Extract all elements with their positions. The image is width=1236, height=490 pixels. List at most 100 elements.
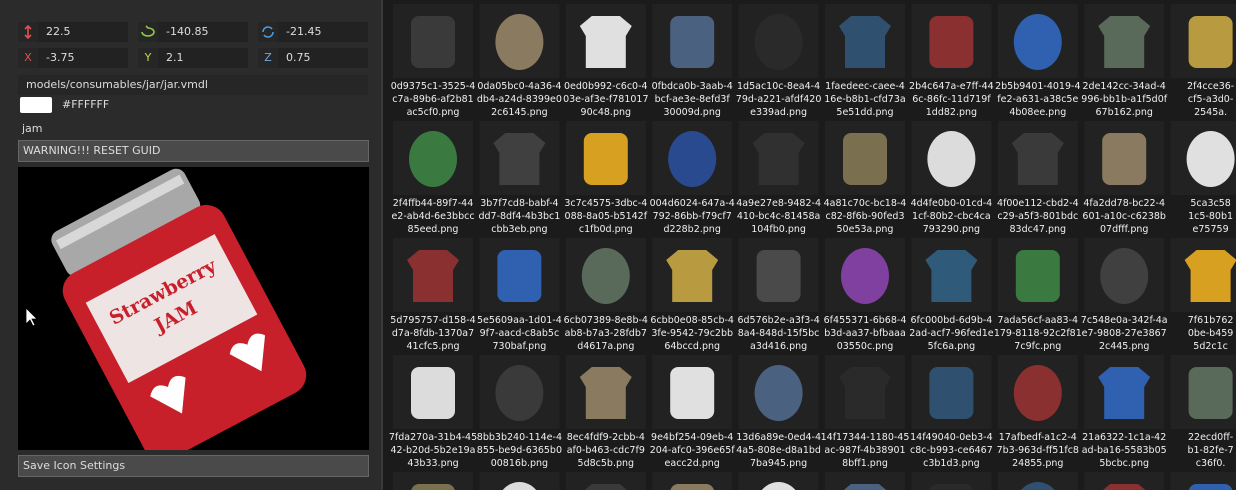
file-name: 5d795757-d158-4 [390, 315, 475, 326]
file-tile[interactable]: 0fbdca0b-3aab-4 bcf-ae3e-8efd3f 30009d.png [652, 4, 733, 118]
field[interactable]: 2.1 [158, 48, 248, 68]
file-tile[interactable]: 1faedeec-caee-4 16e-b8b1-cfd73a 5e51dd.png [824, 4, 906, 118]
file-tile[interactable]: 4fa2dd78-bc22-4 601-a10c-c6238b 07dfff.png [1082, 121, 1166, 235]
file-tile[interactable]: 13d6a89e-0ed4-4 4a5-808e-d8a1bd 7ba945.png [736, 355, 821, 469]
file-tile[interactable]: 14f49040-0eb3-4 c8c-b993-ce6467 c3b1d3.png [910, 355, 993, 469]
file-tile[interactable]: 14f17344-1180-45 ac-987f-4b38901 8bff1.png [821, 355, 910, 469]
file-name: 07dfff.png [1100, 224, 1148, 235]
icon [668, 131, 717, 187]
file-name: 6d576b2e-a3f3-4 [737, 315, 819, 326]
model-path[interactable]: models/consumables/jar/jar.vmdl [18, 75, 368, 95]
file-name: 14f17344-1180-45 [821, 432, 910, 443]
color-swatch[interactable] [20, 97, 52, 113]
file-tile[interactable] [1084, 472, 1165, 490]
file-tile[interactable] [393, 472, 473, 490]
file-name: 2f4ffb44-89f7-44 [393, 198, 474, 209]
file-tile[interactable]: 6d576b2e-a3f3-4 8a4-848d-15f5bc a3d416.png [737, 238, 820, 352]
file-name: 42-b20d-5b2e19a [391, 445, 476, 456]
field[interactable]: 22.5 [38, 22, 128, 42]
file-name: 67b162.png [1096, 107, 1153, 118]
file-tile[interactable] [479, 472, 560, 490]
file-tile[interactable]: 2f4ffb44-89f7-44 e2-ab4d-6e3bbcc 85eed.png [391, 121, 475, 235]
file-name: 104fb0.png [751, 224, 806, 235]
file-tile[interactable]: 3c7c4575-3dbc-4 088-8a05-b5142f c1fb0d.png [564, 121, 648, 235]
file-name: 1dd82.png [926, 107, 977, 118]
file-name: d4617a.png [577, 341, 634, 352]
file-tile[interactable]: 8ec4fdf9-2cbb-4 af0-b463-cdc7f9 5d8c5b.png [565, 355, 646, 469]
file-name: 8ec4fdf9-2cbb-4 [567, 432, 645, 443]
file-tile[interactable]: 6fc000bd-6d9b-4 2ad-acf7-96fed1e 5fc6a.png [909, 238, 994, 352]
file-tile[interactable]: 3b7f7cd8-babf-4 dd7-8df4-4b3bc1 cbb3eb.png [478, 121, 560, 235]
file-tile[interactable]: 5e5609aa-1d01-4 9f7-aacd-c8ab5c 730baf.png [477, 238, 562, 352]
file-tile[interactable]: 1d5ac10c-8ea4-4 79d-a221-afdf420 e339ad.pn… [736, 4, 822, 118]
preview: Strawberry JAM [18, 167, 369, 450]
save-button[interactable]: Save Icon Settings [18, 455, 369, 477]
file-tile[interactable] [738, 472, 819, 490]
file-tile[interactable]: 5ca3c58 1c5-80b1 e75759 [1170, 121, 1236, 235]
file-tile[interactable]: 2b4c647a-e7ff-44 6c-86fc-11d719f 1dd82.png [909, 4, 994, 118]
file-name: 0d9375c1-3525-4 [391, 81, 476, 92]
file-name: 24855.png [1012, 458, 1063, 469]
file-name: 4a9e27e8-9482-4 [736, 198, 821, 209]
icon [1188, 484, 1233, 490]
icon [1100, 248, 1149, 304]
file-tile[interactable] [997, 472, 1078, 490]
field[interactable]: -140.85 [158, 22, 248, 42]
file-tile[interactable]: 7f61b762 0be-b459 5d2c1c [1170, 238, 1236, 352]
file-tile[interactable]: 17afbedf-a1c2-4 7b3-963d-ff51fc8 24855.png [997, 355, 1079, 469]
file-tile[interactable] [565, 472, 646, 490]
file-tile[interactable]: 6cb07389-8e8b-4 ab8-b7a3-28fdb7 d4617a.png [564, 238, 648, 352]
file-tile[interactable]: 004d6024-647a-4 792-86bb-f79cf7 d228b2.png [650, 121, 735, 235]
file-tile[interactable]: 2de142cc-34ad-4 996-bb1b-a1f5d0f 67b162.pn… [1081, 4, 1168, 118]
file-name: 30009d.png [664, 107, 721, 118]
file-name: 90c48.png [581, 107, 632, 118]
file-tile[interactable]: 4a81c70c-bc18-4 c82-8f6b-90fed3 50e53a.png [824, 121, 907, 235]
icon [502, 482, 537, 490]
file-tile[interactable]: 7ada56cf-aa83-4 179-8118-92c2f81 7c9fc.png [994, 238, 1082, 352]
item-name[interactable]: jam [22, 122, 43, 135]
file-tile[interactable]: 2b5b9401-4019-4 fe2-a631-a38c5e 4b08ee.png [995, 4, 1081, 118]
file-name: 4a81c70c-bc18-4 [824, 198, 907, 209]
file-tile[interactable] [911, 472, 992, 490]
file-name: dd7-8df4-4b3bc1 [478, 211, 560, 222]
file-tile[interactable]: 4f00e112-cbd2-4 c29-a5f3-801bdc 83dc47.png [997, 121, 1079, 235]
file-tile[interactable]: 0d9375c1-3525-4 c7a-89b6-af2b81 ac5cf0.png [391, 4, 476, 118]
file-tile[interactable]: 5d795757-d158-4 d7a-8fdb-1370a7 41cfc5.png [390, 238, 476, 352]
file-name: 79d-a221-afdf420 [736, 94, 822, 105]
file-tile[interactable]: 2f4cce36- cf5-a3d0- 2545a. [1170, 4, 1236, 118]
file-tile[interactable]: 7c548e0a-342f-4a e7-9808-27e3867 2c445.png [1081, 238, 1168, 352]
icon-bg [393, 472, 473, 490]
file-name: ad-ba16-5583b05 [1082, 445, 1167, 456]
file-tile[interactable] [652, 472, 733, 490]
file-name: 2c445.png [1099, 341, 1150, 352]
file-tile[interactable] [825, 472, 905, 490]
file-tile[interactable]: 21a6322-1c1a-42 ad-ba16-5583b05 5bcbc.png [1082, 355, 1167, 469]
file-name: 4f00e112-cbd2-4 [997, 198, 1079, 209]
file-name: c3b1d3.png [923, 458, 980, 469]
file-tile[interactable]: 0da05bc0-4a36-4 db4-a24d-8399e0 2c6145.png [477, 4, 562, 118]
file-tile[interactable]: 4d4fe0b0-01cd-4 1cf-80b2-cbc4ca 793290.png [911, 121, 993, 235]
icon [1021, 482, 1055, 490]
field[interactable]: -21.45 [278, 22, 368, 42]
icon-bg [738, 472, 819, 490]
file-tile[interactable]: 6f455371-6b68-4 b3d-aa37-bfbaaa 03550c.png [824, 238, 907, 352]
file-tile[interactable] [1170, 472, 1236, 490]
file-tile[interactable]: 8bb3b240-114e-4 855-be9d-6365b0 00816b.png [477, 355, 562, 469]
file-tile[interactable]: 6cbb0e08-85cb-4 3fe-9542-79c2bb 64bccd.png [650, 238, 734, 352]
file-tile[interactable]: 9e4bf254-09eb-4 204-afc0-396e65f eacc2d.pn… [650, 355, 735, 469]
file-tile[interactable]: 7fda270a-31b4-45 42-b20d-5b2e19a 43b33.png [389, 355, 477, 469]
file-tile[interactable]: 22ecd0ff-b1-82fe-7 c36f0. [1170, 355, 1236, 469]
file-tile[interactable]: 0ed0b992-c6c0-4 03e-af3e-f781017 90c48.png [563, 4, 649, 118]
file-name: 792-86bb-f79cf7 [653, 211, 732, 222]
field[interactable]: 0.75 [278, 48, 368, 68]
icon [1102, 133, 1147, 185]
file-name: 5ca3c58 [1190, 198, 1230, 209]
reset-button[interactable]: WARNING!!! RESET GUID [18, 140, 369, 162]
icon-bg [652, 472, 733, 490]
icon [1186, 131, 1235, 187]
file-name: 00816b.png [491, 458, 548, 469]
file-tile[interactable]: 4a9e27e8-9482-4 410-bc4c-81458a 104fb0.png [736, 121, 821, 235]
icon [841, 248, 889, 304]
icon [925, 250, 978, 302]
field[interactable]: -3.75 [38, 48, 128, 68]
